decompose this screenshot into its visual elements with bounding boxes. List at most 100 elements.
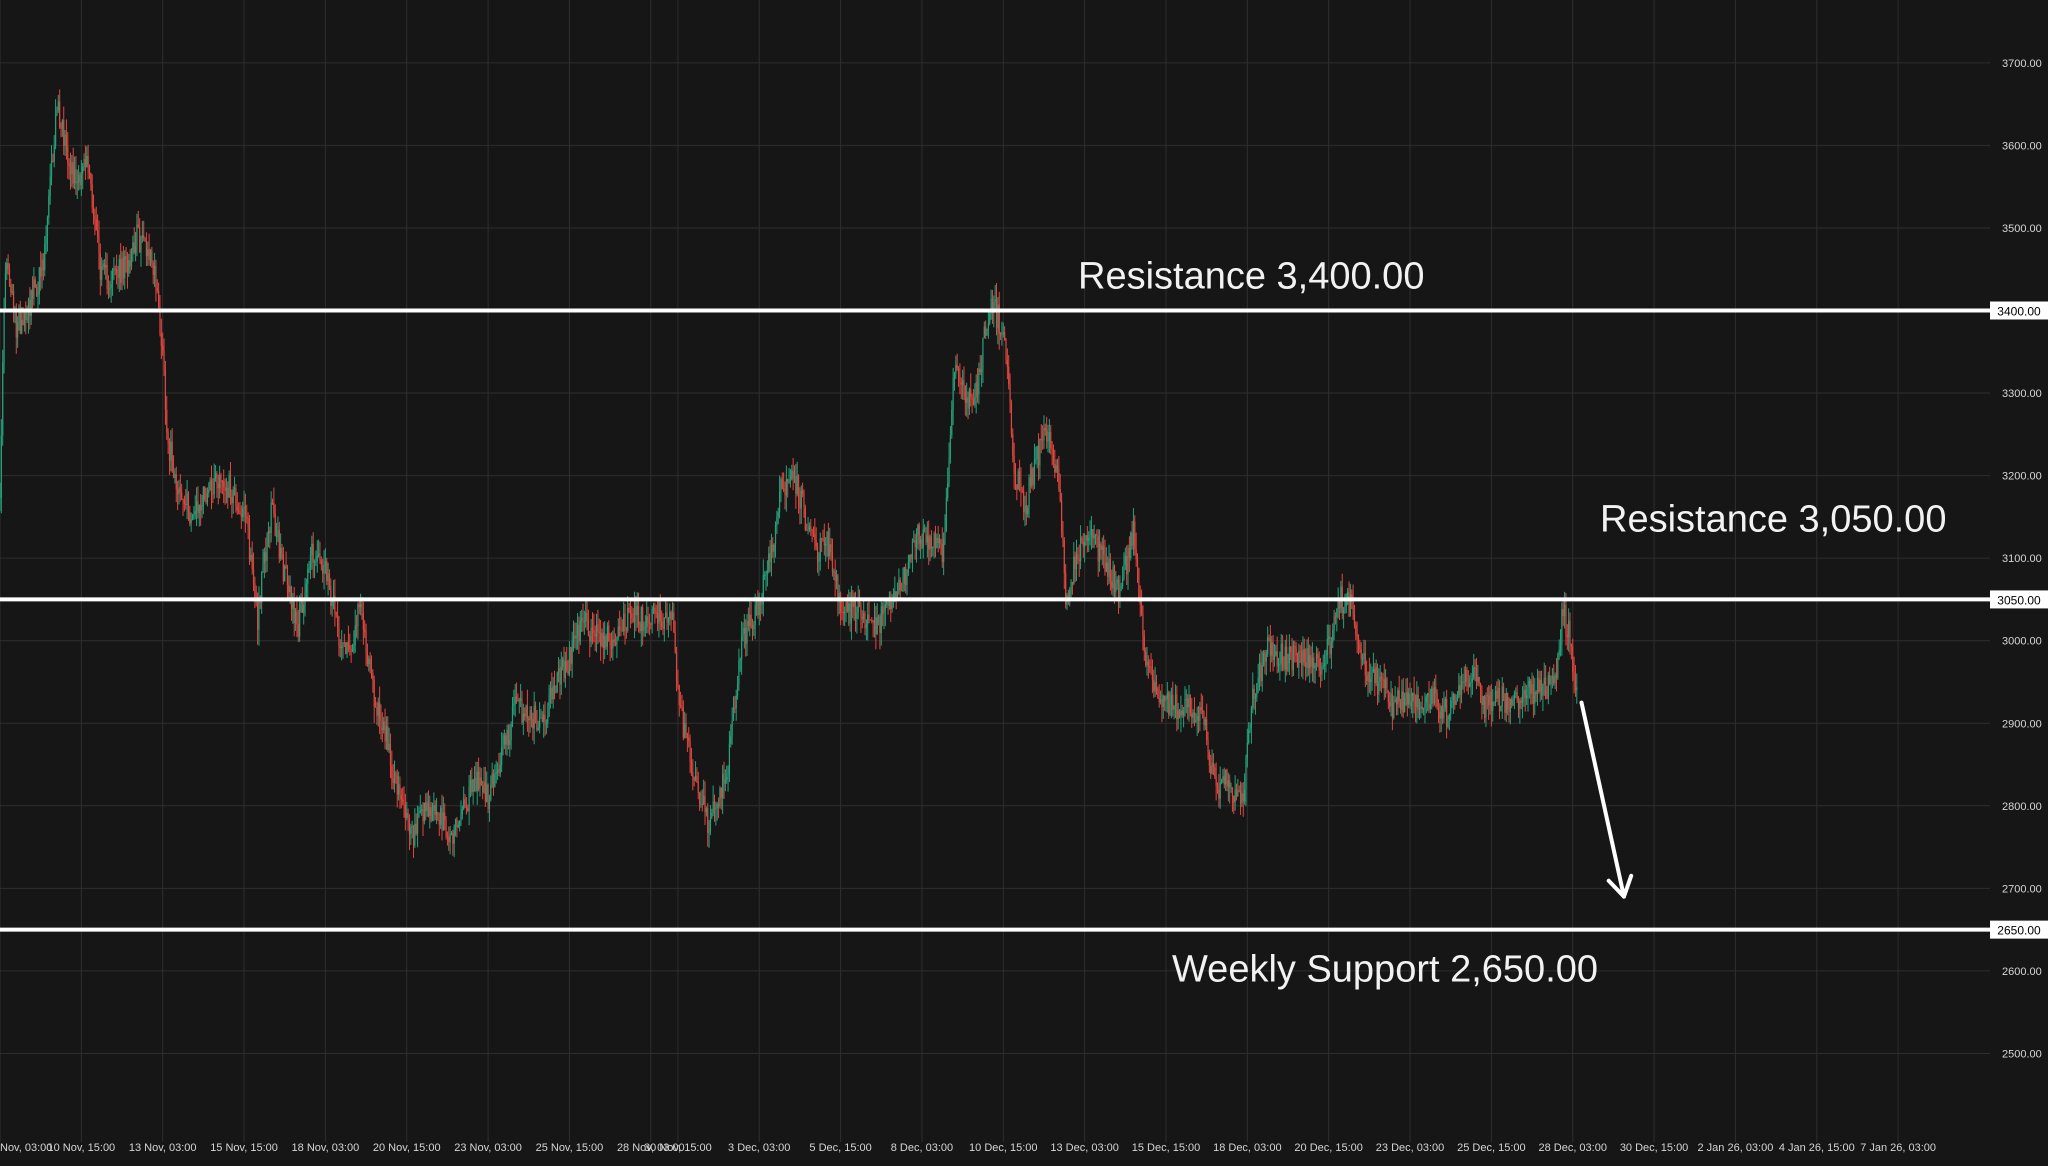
candle-body xyxy=(177,489,179,495)
candle-body xyxy=(469,779,472,787)
level-price-tag xyxy=(1990,301,2048,320)
candle-body xyxy=(368,658,370,665)
candle-body xyxy=(1196,715,1198,721)
candle-body xyxy=(124,256,126,279)
candle-body xyxy=(50,160,53,177)
candle-body xyxy=(212,493,214,495)
candle-body xyxy=(341,646,343,649)
candle-body xyxy=(80,173,82,186)
candle-body xyxy=(1158,697,1160,703)
candle-body xyxy=(483,781,485,793)
candle-body xyxy=(753,625,755,629)
candle-body xyxy=(964,385,966,403)
x-axis-tick-label: 23 Dec, 03:00 xyxy=(1376,1142,1445,1154)
candle-body xyxy=(575,636,577,639)
candle-body xyxy=(252,569,255,584)
candle-body xyxy=(1246,742,1248,758)
candle-body xyxy=(221,480,223,482)
candle-body xyxy=(1334,616,1337,618)
candle-body xyxy=(852,596,854,607)
candle-body xyxy=(901,590,903,592)
y-axis[interactable]: 3700.00 3600.00 3500.00 3300.00 3200.00 3100.… xyxy=(2002,58,2042,1061)
candle-body xyxy=(1467,685,1469,687)
price-levels: 3400.00 Resistance 3,400.00 3050.00 Resista… xyxy=(0,256,2048,991)
candle-body xyxy=(1027,508,1029,514)
candle-body xyxy=(963,380,965,386)
candle-body xyxy=(6,262,8,274)
candle-body xyxy=(1422,708,1425,710)
candle-body xyxy=(61,120,63,129)
candle-body xyxy=(395,772,397,777)
level-annotation: Resistance 3,050.00 xyxy=(1600,498,1946,540)
candle-body xyxy=(537,727,539,731)
candle-body xyxy=(282,554,284,582)
candle-body xyxy=(1547,675,1549,699)
y-axis-tick-label: 2600.00 xyxy=(2002,966,2042,978)
candle-body xyxy=(160,334,162,346)
candle-body xyxy=(140,237,142,253)
candle-body xyxy=(76,181,78,184)
candle-body xyxy=(1470,682,1472,684)
candle-body xyxy=(1439,712,1441,719)
candle-body xyxy=(539,718,541,728)
candle-body xyxy=(667,618,670,623)
arrow-head xyxy=(1606,873,1634,899)
candle-body xyxy=(134,246,137,253)
candle-body xyxy=(404,804,406,818)
candle-body xyxy=(174,474,176,478)
candle-body xyxy=(1035,459,1037,461)
candle-body xyxy=(955,365,957,374)
candle-body xyxy=(1225,769,1227,785)
candle-body xyxy=(627,607,629,631)
candle-body xyxy=(1001,334,1003,336)
x-axis-tick-label: 18 Nov, 03:00 xyxy=(292,1142,360,1154)
candle-body xyxy=(262,563,264,573)
candle-body xyxy=(358,604,360,608)
candle-body xyxy=(1559,644,1562,650)
candle-body xyxy=(1555,674,1558,678)
candle-body xyxy=(141,235,143,238)
candle-body xyxy=(918,524,920,544)
candle-body xyxy=(1546,698,1548,700)
candle-body xyxy=(761,604,763,606)
candle-body xyxy=(894,591,896,600)
candle-body xyxy=(251,554,253,570)
candle-body xyxy=(399,784,401,796)
candle-body xyxy=(856,612,858,620)
candle-body xyxy=(278,529,280,559)
candle-body xyxy=(692,771,694,778)
candle-body xyxy=(1484,696,1486,718)
candle-body xyxy=(335,611,337,615)
candle-body xyxy=(598,631,600,633)
candle-body xyxy=(1063,539,1065,573)
candle-body xyxy=(547,716,549,724)
candle-body xyxy=(227,487,229,498)
candle-body xyxy=(947,483,949,499)
candle-body xyxy=(1488,695,1490,706)
candle-body xyxy=(389,743,392,766)
candle-body xyxy=(1234,789,1236,803)
candle-body xyxy=(392,778,394,783)
candle-body xyxy=(757,598,759,616)
candle-body xyxy=(178,487,180,495)
candle-body xyxy=(911,541,914,560)
candle-body xyxy=(1532,684,1535,704)
candle-body xyxy=(1519,700,1521,709)
candle-body xyxy=(1543,677,1545,685)
candle-body xyxy=(448,836,450,843)
candle-body xyxy=(1065,572,1067,605)
candle-body xyxy=(292,601,294,609)
candle-body xyxy=(1351,594,1353,599)
candle-body xyxy=(97,230,99,237)
candle-body xyxy=(826,532,828,544)
candle-body xyxy=(1082,541,1084,547)
candle-body xyxy=(1147,661,1149,667)
candle-body xyxy=(585,612,587,622)
candle-body xyxy=(1267,637,1269,655)
candle-body xyxy=(658,602,660,624)
candle-body xyxy=(1093,535,1095,539)
candle-body xyxy=(985,326,987,336)
